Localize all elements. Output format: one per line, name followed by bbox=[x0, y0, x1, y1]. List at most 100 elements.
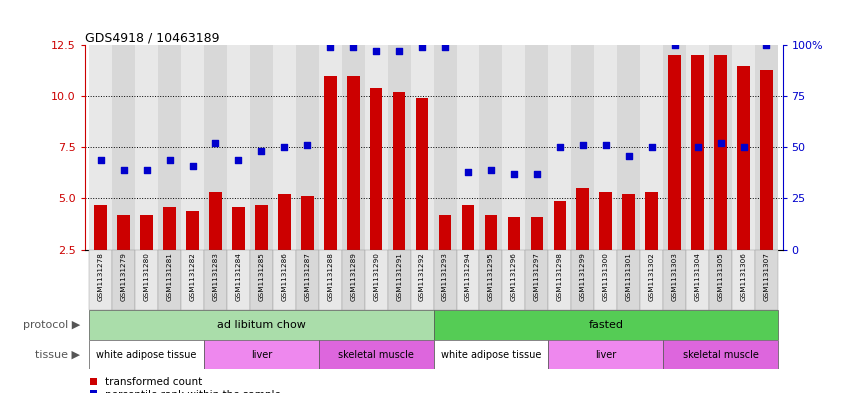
Bar bbox=[250, 250, 273, 310]
Bar bbox=[186, 211, 199, 250]
Point bbox=[438, 44, 452, 50]
Bar bbox=[415, 98, 428, 250]
Bar bbox=[227, 250, 250, 310]
Bar bbox=[548, 340, 663, 369]
Bar bbox=[181, 250, 204, 310]
Bar bbox=[95, 205, 107, 250]
Point bbox=[347, 44, 360, 50]
Point bbox=[162, 156, 176, 163]
Text: tissue ▶: tissue ▶ bbox=[36, 350, 80, 360]
Bar bbox=[89, 250, 113, 310]
Bar bbox=[181, 45, 204, 250]
Text: GSM1131296: GSM1131296 bbox=[511, 253, 517, 301]
Text: GSM1131281: GSM1131281 bbox=[167, 253, 173, 301]
Bar bbox=[761, 70, 772, 250]
Text: GSM1131290: GSM1131290 bbox=[373, 253, 379, 301]
Bar bbox=[319, 250, 342, 310]
Bar bbox=[319, 340, 434, 369]
Bar bbox=[387, 45, 410, 250]
Bar bbox=[686, 250, 709, 310]
Text: GSM1131280: GSM1131280 bbox=[144, 253, 150, 301]
Bar bbox=[594, 250, 618, 310]
Text: GSM1131305: GSM1131305 bbox=[717, 253, 723, 301]
Point bbox=[760, 42, 773, 48]
Bar bbox=[525, 45, 548, 250]
Text: liver: liver bbox=[250, 350, 272, 360]
Bar bbox=[347, 76, 360, 250]
Bar bbox=[140, 215, 153, 250]
Text: liver: liver bbox=[595, 350, 617, 360]
Bar bbox=[135, 45, 158, 250]
Bar bbox=[618, 45, 640, 250]
Point bbox=[553, 144, 567, 151]
Bar bbox=[668, 55, 681, 250]
Bar bbox=[503, 45, 525, 250]
Bar bbox=[571, 45, 594, 250]
Bar bbox=[324, 76, 337, 250]
Bar bbox=[737, 66, 750, 250]
Bar bbox=[571, 250, 594, 310]
Bar bbox=[89, 45, 113, 250]
Point bbox=[255, 148, 268, 154]
Text: skeletal muscle: skeletal muscle bbox=[683, 350, 759, 360]
Text: GSM1131291: GSM1131291 bbox=[396, 253, 402, 301]
Bar bbox=[273, 45, 296, 250]
Bar bbox=[462, 205, 475, 250]
Bar bbox=[113, 45, 135, 250]
Point bbox=[461, 169, 475, 175]
Bar bbox=[434, 310, 778, 340]
Point bbox=[645, 144, 658, 151]
Bar bbox=[457, 250, 480, 310]
Bar bbox=[365, 45, 387, 250]
Bar bbox=[755, 45, 778, 250]
Bar bbox=[503, 250, 525, 310]
Text: GSM1131288: GSM1131288 bbox=[327, 253, 333, 301]
Bar bbox=[89, 340, 204, 369]
Point bbox=[576, 142, 590, 149]
Bar bbox=[410, 45, 434, 250]
Bar bbox=[365, 250, 387, 310]
Point bbox=[714, 140, 728, 147]
Bar bbox=[457, 45, 480, 250]
Bar bbox=[227, 45, 250, 250]
Bar bbox=[640, 250, 663, 310]
Legend: transformed count, percentile rank within the sample: transformed count, percentile rank withi… bbox=[90, 377, 282, 393]
Bar bbox=[755, 250, 778, 310]
Text: GSM1131303: GSM1131303 bbox=[672, 253, 678, 301]
Point bbox=[117, 167, 130, 173]
Point bbox=[140, 167, 153, 173]
Bar bbox=[709, 250, 732, 310]
Point bbox=[209, 140, 222, 147]
Text: GSM1131302: GSM1131302 bbox=[649, 253, 655, 301]
Bar bbox=[732, 45, 755, 250]
Point bbox=[622, 152, 635, 159]
Point bbox=[507, 171, 520, 177]
Bar bbox=[393, 92, 405, 250]
Bar bbox=[548, 250, 571, 310]
Bar bbox=[158, 250, 181, 310]
Text: fasted: fasted bbox=[588, 320, 624, 330]
Bar bbox=[714, 55, 727, 250]
Point bbox=[232, 156, 245, 163]
Text: GSM1131284: GSM1131284 bbox=[235, 253, 241, 301]
Bar bbox=[434, 340, 548, 369]
Bar bbox=[600, 192, 612, 250]
Bar bbox=[640, 45, 663, 250]
Bar bbox=[576, 188, 589, 250]
Bar bbox=[410, 250, 434, 310]
Text: ad libitum chow: ad libitum chow bbox=[217, 320, 305, 330]
Text: GSM1131293: GSM1131293 bbox=[442, 253, 448, 301]
Bar bbox=[732, 250, 755, 310]
Bar bbox=[255, 205, 267, 250]
Text: white adipose tissue: white adipose tissue bbox=[96, 350, 197, 360]
Bar bbox=[89, 310, 433, 340]
Text: GSM1131294: GSM1131294 bbox=[465, 253, 471, 301]
Text: GSM1131306: GSM1131306 bbox=[740, 253, 746, 301]
Bar bbox=[480, 45, 503, 250]
Point bbox=[94, 156, 107, 163]
Point bbox=[737, 144, 750, 151]
Point bbox=[370, 48, 383, 55]
Bar bbox=[709, 45, 732, 250]
Point bbox=[530, 171, 544, 177]
Bar bbox=[232, 207, 244, 250]
